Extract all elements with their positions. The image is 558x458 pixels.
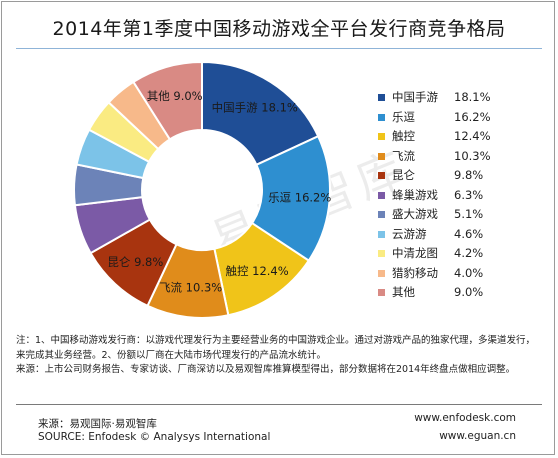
- footer-url-enfodesk[interactable]: www.enfodesk.com: [414, 412, 516, 424]
- donut-slice-label-2: 触控 12.4%: [225, 264, 288, 278]
- legend-value-0: 18.1%: [454, 90, 491, 104]
- legend-swatch-6: [378, 211, 385, 218]
- legend-value-8: 4.2%: [454, 246, 484, 260]
- legend-swatch-9: [378, 269, 385, 277]
- legend-label-8: 中清龙图: [392, 246, 438, 260]
- legend-label-10: 其他: [392, 285, 415, 299]
- legend-label-0: 中国手游: [392, 90, 438, 104]
- legend-value-9: 4.0%: [454, 265, 484, 280]
- legend-label-3: 飞流: [392, 148, 415, 163]
- legend-value-7: 4.6%: [454, 226, 484, 241]
- legend-value-2: 12.4%: [454, 129, 491, 143]
- legend-swatch-1: [378, 113, 385, 121]
- legend-value-3: 10.3%: [454, 148, 491, 163]
- footer-url-eguan[interactable]: www.eguan.cn: [439, 430, 516, 442]
- donut-slice-label-4: 昆仑 9.8%: [107, 255, 163, 269]
- legend-swatch-3: [378, 152, 385, 160]
- legend-label-6: 盛大游戏: [392, 207, 438, 221]
- chart-notes: 注：1、中国移动游戏发行商：以游戏代理发行为主要经营业务的中国游戏企业。通过对游…: [16, 334, 542, 378]
- donut-slice-0: [201, 60, 320, 167]
- legend-value-4: 9.8%: [454, 168, 484, 182]
- legend-swatch-7: [378, 230, 385, 238]
- legend-value-10: 9.0%: [454, 285, 484, 299]
- legend-label-1: 乐逗: [392, 109, 415, 124]
- title-divider: [16, 48, 542, 49]
- legend-value-5: 6.3%: [454, 187, 484, 202]
- note-definition: 注：1、中国移动游戏发行商：以游戏代理发行为主要经营业务的中国游戏企业。通过对游…: [16, 335, 536, 361]
- legend-swatch-8: [378, 250, 385, 257]
- legend-swatch-2: [378, 133, 385, 140]
- legend-swatch-0: [378, 94, 385, 101]
- footer-divider: [16, 404, 542, 405]
- legend-label-9: 猎豹移动: [392, 265, 438, 280]
- legend-label-4: 昆仑: [392, 168, 415, 182]
- legend-label-5: 蜂巢游戏: [392, 187, 438, 202]
- legend-swatch-4: [378, 172, 385, 179]
- legend-label-7: 云游游: [392, 226, 427, 241]
- legend-swatch-10: [378, 289, 385, 296]
- note-source: 来源：上市公司财务报告、专家访谈、厂商深访以及易观智库推算模型得出，部分数据将在…: [16, 364, 516, 375]
- donut-slice-label-1: 乐逗 16.2%: [268, 190, 331, 204]
- footer-source-cn: 来源：易观国际·易观智库: [38, 418, 157, 430]
- footer-source-en: SOURCE: Enfodesk © Analysys Internationa…: [38, 431, 271, 443]
- donut-slice-label-3: 飞流 10.3%: [159, 280, 222, 294]
- legend-value-1: 16.2%: [454, 109, 491, 124]
- chart-title: 2014年第1季度中国移动游戏全平台发行商竞争格局: [52, 18, 506, 40]
- donut-slice-label-0: 中国手游 18.1%: [212, 100, 298, 114]
- donut-slice-10: [132, 60, 203, 141]
- legend-label-2: 触控: [392, 129, 415, 143]
- donut-slice-label-10: 其他 9.0%: [147, 89, 203, 103]
- legend-swatch-5: [378, 191, 385, 199]
- legend-value-6: 5.1%: [454, 207, 484, 221]
